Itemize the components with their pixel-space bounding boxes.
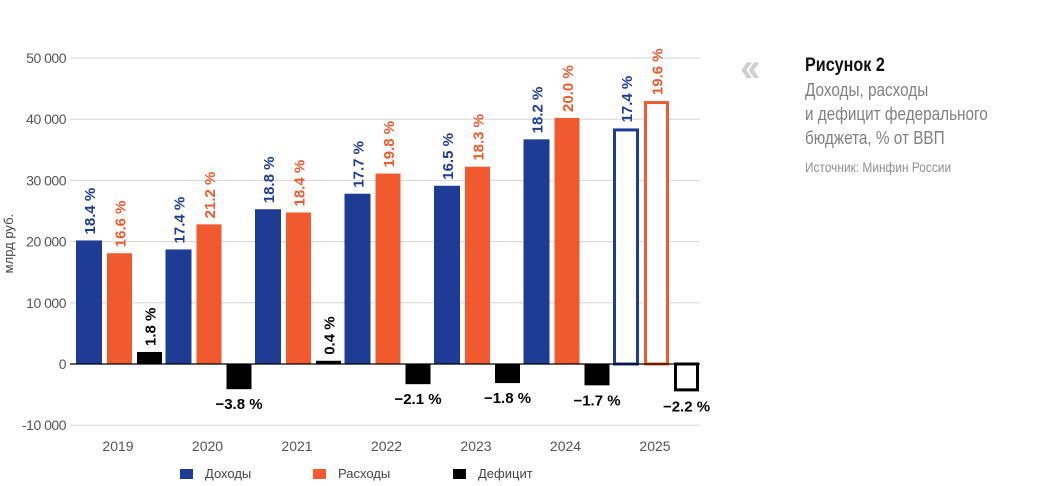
x-tick-label: 2020 <box>192 438 223 454</box>
y-tick-label: 30 000 <box>26 172 67 188</box>
data-label: −1.8 % <box>484 390 531 407</box>
x-tick-label: 2025 <box>639 438 670 454</box>
y-tick-label: 10 000 <box>26 295 67 311</box>
data-label: 18.8 % <box>261 157 278 204</box>
data-label: −2.2 % <box>663 398 710 415</box>
x-tick-label: 2023 <box>460 438 491 454</box>
data-label: −2.1 % <box>394 391 441 408</box>
data-label: 17.4 % <box>172 197 189 244</box>
bar-expenses <box>465 166 490 364</box>
y-tick-label: -10 000 <box>22 417 67 433</box>
data-label: 21.2 % <box>202 172 219 219</box>
legend-item-deficit: Дефицит <box>453 466 533 481</box>
bar-expenses <box>644 101 669 366</box>
bar-revenue <box>434 185 460 364</box>
figure-subtitle-line: Доходы, расходы <box>805 80 929 100</box>
budget-bar-chart: -10 000 0 10 000 20 000 30 000 40 000 50 000 мл… <box>1 48 710 454</box>
legend-item-revenue: Доходы <box>180 466 251 481</box>
legend-label: Расходы <box>338 466 391 481</box>
bar-deficit <box>495 364 520 384</box>
bar-deficit <box>584 364 610 386</box>
bar-revenue <box>255 209 281 364</box>
data-label: 19.8 % <box>381 121 398 168</box>
data-label: 18.4 % <box>82 188 99 235</box>
bar-deficit <box>674 362 699 392</box>
bar-deficit <box>405 364 431 385</box>
bar-revenue <box>165 249 192 364</box>
x-tick-label: 2021 <box>281 438 312 454</box>
data-label: 17.4 % <box>619 76 636 123</box>
bar-expenses <box>554 117 580 364</box>
bar-deficit <box>316 360 341 364</box>
y-tick-label: 50 000 <box>26 50 67 66</box>
double-chevron-left-icon: ‹‹ <box>740 46 760 90</box>
y-tick-label: 20 000 <box>26 234 67 250</box>
data-label: −1.7 % <box>573 392 620 409</box>
bar-revenue <box>613 128 639 366</box>
y-axis-label: млрд руб. <box>1 214 16 273</box>
data-label: 17.7 % <box>351 141 368 188</box>
figure-subtitle-line: и дефицит федерального <box>805 104 988 124</box>
data-label: 19.6 % <box>650 48 667 95</box>
x-tick-label: 2024 <box>550 438 581 454</box>
y-tick-label: 40 000 <box>26 111 67 127</box>
y-tick-label: 0 <box>59 356 67 372</box>
x-tick-label: 2022 <box>371 438 402 454</box>
bar-expenses <box>196 224 222 364</box>
data-label: 16.5 % <box>440 133 457 180</box>
bar-expenses <box>107 253 132 364</box>
data-label: 16.6 % <box>113 201 130 248</box>
bar-revenue <box>523 139 550 364</box>
bar-deficit <box>226 364 252 390</box>
bar-expenses <box>286 212 311 364</box>
x-tick-label: 2019 <box>102 438 133 454</box>
data-label: 18.4 % <box>292 160 309 207</box>
data-label: 18.3 % <box>471 114 488 161</box>
data-label: 20.0 % <box>560 65 577 112</box>
figure-subtitle-line: бюджета, % от ВВП <box>805 128 945 148</box>
data-label: 18.2 % <box>530 87 547 134</box>
legend-swatch <box>453 468 466 479</box>
figure-label: Рисунок 2 <box>805 55 885 76</box>
bar-expenses <box>375 173 401 364</box>
bar-revenue <box>344 193 371 364</box>
data-label: 1.8 % <box>143 308 160 346</box>
data-label: −3.8 % <box>215 396 262 413</box>
legend-item-expenses: Расходы <box>313 466 390 481</box>
figure-caption: Рисунок 2 Доходы, расходы и дефицит феде… <box>805 55 1035 175</box>
figure-source: Источник: Минфин России <box>805 159 952 175</box>
legend-swatch <box>313 468 326 479</box>
data-label: 0.4 % <box>322 316 339 354</box>
bar-revenue <box>76 240 102 364</box>
bar-deficit <box>137 351 162 364</box>
legend-label: Дефицит <box>478 466 533 481</box>
legend: Доходы Расходы Дефицит <box>0 466 700 486</box>
legend-label: Доходы <box>205 466 252 481</box>
legend-swatch <box>180 468 193 479</box>
